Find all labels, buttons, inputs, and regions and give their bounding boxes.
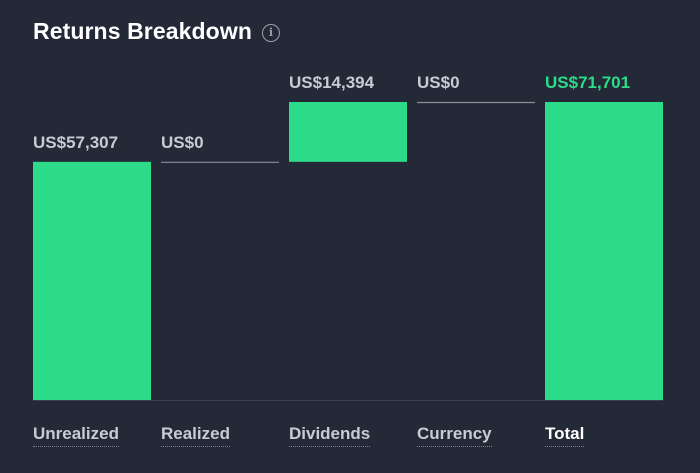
category-label-unrealized[interactable]: Unrealized	[33, 424, 119, 447]
card-header: Returns Breakdown i	[33, 18, 280, 45]
category-label-dividends[interactable]: Dividends	[289, 424, 371, 447]
info-icon[interactable]: i	[261, 23, 280, 42]
value-label-total: US$71,701	[545, 73, 630, 92]
value-label-unrealized: US$57,307	[33, 133, 118, 152]
card-title: Returns Breakdown	[33, 18, 252, 44]
value-label-realized: US$0	[161, 133, 204, 152]
value-label-currency: US$0	[417, 73, 460, 92]
category-label-realized[interactable]: Realized	[161, 424, 230, 447]
bar-total[interactable]	[545, 102, 663, 400]
bar-unrealized[interactable]	[33, 161, 151, 400]
bar-dividends[interactable]	[289, 102, 407, 162]
category-label-total[interactable]: Total	[545, 424, 585, 447]
value-label-dividends: US$14,394	[289, 73, 375, 92]
category-label-currency[interactable]: Currency	[417, 424, 492, 447]
